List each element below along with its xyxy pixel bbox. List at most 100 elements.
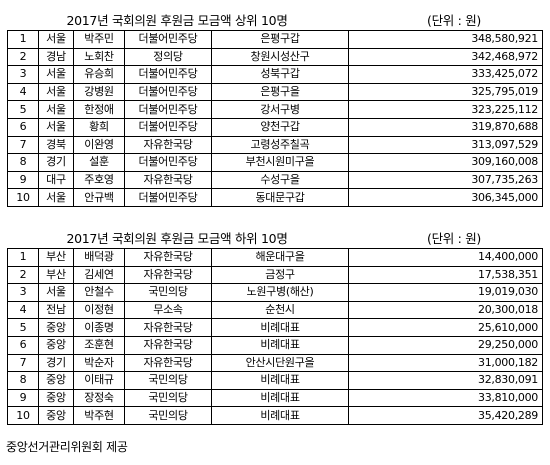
region-cell: 경남 xyxy=(38,47,74,67)
table-row: 7 경북 이완영 자유한국당 고령성주칠곡 313,097,529 xyxy=(7,135,543,155)
rank-cell: 7 xyxy=(7,135,39,155)
amount-cell: 313,097,529 xyxy=(348,135,543,155)
rank-cell: 10 xyxy=(7,406,39,425)
table-row: 6 서울 황희 더불어민주당 양천구갑 319,870,688 xyxy=(7,117,543,137)
district-cell: 순천시 xyxy=(211,300,349,320)
party-cell: 정의당 xyxy=(124,47,212,67)
rank-cell: 9 xyxy=(7,170,39,190)
amount-cell: 31,000,182 xyxy=(348,353,543,373)
party-cell: 국민의당 xyxy=(124,388,212,408)
table-row: 8 중앙 이태규 국민의당 비례대표 32,830,091 xyxy=(7,371,543,390)
district-cell: 수성구을 xyxy=(211,170,349,190)
rank-cell: 9 xyxy=(7,388,39,408)
amount-cell: 307,735,263 xyxy=(348,170,543,190)
name-cell: 한정애 xyxy=(73,100,125,119)
bottom-table-title: 2017년 국회의원 후원금 모금액 하위 10명 xyxy=(66,231,288,246)
region-cell: 부산 xyxy=(38,248,74,267)
party-cell: 무소속 xyxy=(124,300,212,320)
name-cell: 이정현 xyxy=(73,300,125,320)
table-row: 3 서울 유승희 더불어민주당 성북구갑 333,425,072 xyxy=(7,65,543,84)
name-cell: 안규백 xyxy=(73,188,125,207)
amount-cell: 309,160,008 xyxy=(348,153,543,172)
district-cell: 비례대표 xyxy=(211,371,349,390)
source-credit: 중앙선거관리위원회 제공 xyxy=(6,440,128,454)
amount-cell: 348,580,921 xyxy=(348,30,543,49)
party-cell: 국민의당 xyxy=(124,283,212,302)
region-cell: 중앙 xyxy=(38,318,74,337)
region-cell: 서울 xyxy=(38,100,74,119)
district-cell: 동대문구갑 xyxy=(211,188,349,207)
region-cell: 서울 xyxy=(38,188,74,207)
amount-cell: 333,425,072 xyxy=(348,65,543,84)
region-cell: 중앙 xyxy=(38,406,74,425)
table-row: 9 중앙 장정숙 국민의당 비례대표 33,810,000 xyxy=(7,388,543,408)
rank-cell: 3 xyxy=(7,283,39,302)
district-cell: 안산시단원구을 xyxy=(211,353,349,373)
name-cell: 황희 xyxy=(73,117,125,137)
amount-cell: 319,870,688 xyxy=(348,117,543,137)
region-cell: 중앙 xyxy=(38,371,74,390)
district-cell: 해운대구을 xyxy=(211,248,349,267)
district-cell: 은평구갑 xyxy=(211,30,349,49)
party-cell: 국민의당 xyxy=(124,371,212,390)
name-cell: 노회찬 xyxy=(73,47,125,67)
table-row: 8 경기 설훈 더불어민주당 부천시원미구을 309,160,008 xyxy=(7,153,543,172)
amount-cell: 19,019,030 xyxy=(348,283,543,302)
region-cell: 대구 xyxy=(38,170,74,190)
rank-cell: 8 xyxy=(7,371,39,390)
district-cell: 강서구병 xyxy=(211,100,349,119)
name-cell: 주호영 xyxy=(73,170,125,190)
region-cell: 서울 xyxy=(38,65,74,84)
party-cell: 국민의당 xyxy=(124,406,212,425)
table-row: 5 서울 한정애 더불어민주당 강서구병 323,225,112 xyxy=(7,100,543,119)
party-cell: 자유한국당 xyxy=(124,318,212,337)
name-cell: 김세연 xyxy=(73,265,125,285)
table-row: 4 서울 강병원 더불어민주당 은평구을 325,795,019 xyxy=(7,82,543,102)
amount-cell: 17,538,351 xyxy=(348,265,543,285)
name-cell: 설훈 xyxy=(73,153,125,172)
rank-cell: 10 xyxy=(7,188,39,207)
table-row: 9 대구 주호영 자유한국당 수성구을 307,735,263 xyxy=(7,170,543,190)
name-cell: 배덕광 xyxy=(73,248,125,267)
district-cell: 비례대표 xyxy=(211,335,349,355)
region-cell: 경북 xyxy=(38,135,74,155)
name-cell: 장정숙 xyxy=(73,388,125,408)
party-cell: 더불어민주당 xyxy=(124,117,212,137)
table-row: 2 경남 노회찬 정의당 창원시성산구 342,468,972 xyxy=(7,47,543,67)
party-cell: 더불어민주당 xyxy=(124,65,212,84)
region-cell: 전남 xyxy=(38,300,74,320)
top-donations-table: 1 서울 박주민 더불어민주당 은평구갑 348,580,921 2 경남 노회찬 정의당 창원시성… xyxy=(7,30,543,207)
table-row: 7 경기 박순자 자유한국당 안산시단원구을 31,000,182 xyxy=(7,353,543,373)
region-cell: 부산 xyxy=(38,265,74,285)
top-title-row: 2017년 국회의원 후원금 모금액 상위 10명 (단위 : 원) xyxy=(7,4,543,30)
region-cell: 서울 xyxy=(38,283,74,302)
rank-cell: 5 xyxy=(7,318,39,337)
name-cell: 박순자 xyxy=(73,353,125,373)
rank-cell: 4 xyxy=(7,300,39,320)
party-cell: 자유한국당 xyxy=(124,353,212,373)
rank-cell: 8 xyxy=(7,153,39,172)
rank-cell: 4 xyxy=(7,82,39,102)
rank-cell: 1 xyxy=(7,248,39,267)
party-cell: 더불어민주당 xyxy=(124,153,212,172)
district-cell: 양천구갑 xyxy=(211,117,349,137)
amount-cell: 342,468,972 xyxy=(348,47,543,67)
table-row: 2 부산 김세연 자유한국당 금정구 17,538,351 xyxy=(7,265,543,285)
rank-cell: 7 xyxy=(7,353,39,373)
bottom-unit-label: (단위 : 원) xyxy=(427,231,482,246)
rank-cell: 2 xyxy=(7,265,39,285)
name-cell: 이태규 xyxy=(73,371,125,390)
table-row: 4 전남 이정현 무소속 순천시 20,300,018 xyxy=(7,300,543,320)
table-row: 1 서울 박주민 더불어민주당 은평구갑 348,580,921 xyxy=(7,30,543,49)
region-cell: 서울 xyxy=(38,30,74,49)
table-row: 5 중앙 이종명 자유한국당 비례대표 25,610,000 xyxy=(7,318,543,337)
amount-cell: 306,345,000 xyxy=(348,188,543,207)
region-cell: 경기 xyxy=(38,153,74,172)
amount-cell: 29,250,000 xyxy=(348,335,543,355)
name-cell: 안철수 xyxy=(73,283,125,302)
amount-cell: 20,300,018 xyxy=(348,300,543,320)
region-cell: 중앙 xyxy=(38,388,74,408)
district-cell: 비례대표 xyxy=(211,406,349,425)
top-unit-label: (단위 : 원) xyxy=(427,13,482,28)
bottom-donations-table: 1 부산 배덕광 자유한국당 해운대구을 14,400,000 2 부산 김세연 자유한국당 금정구… xyxy=(7,248,543,425)
